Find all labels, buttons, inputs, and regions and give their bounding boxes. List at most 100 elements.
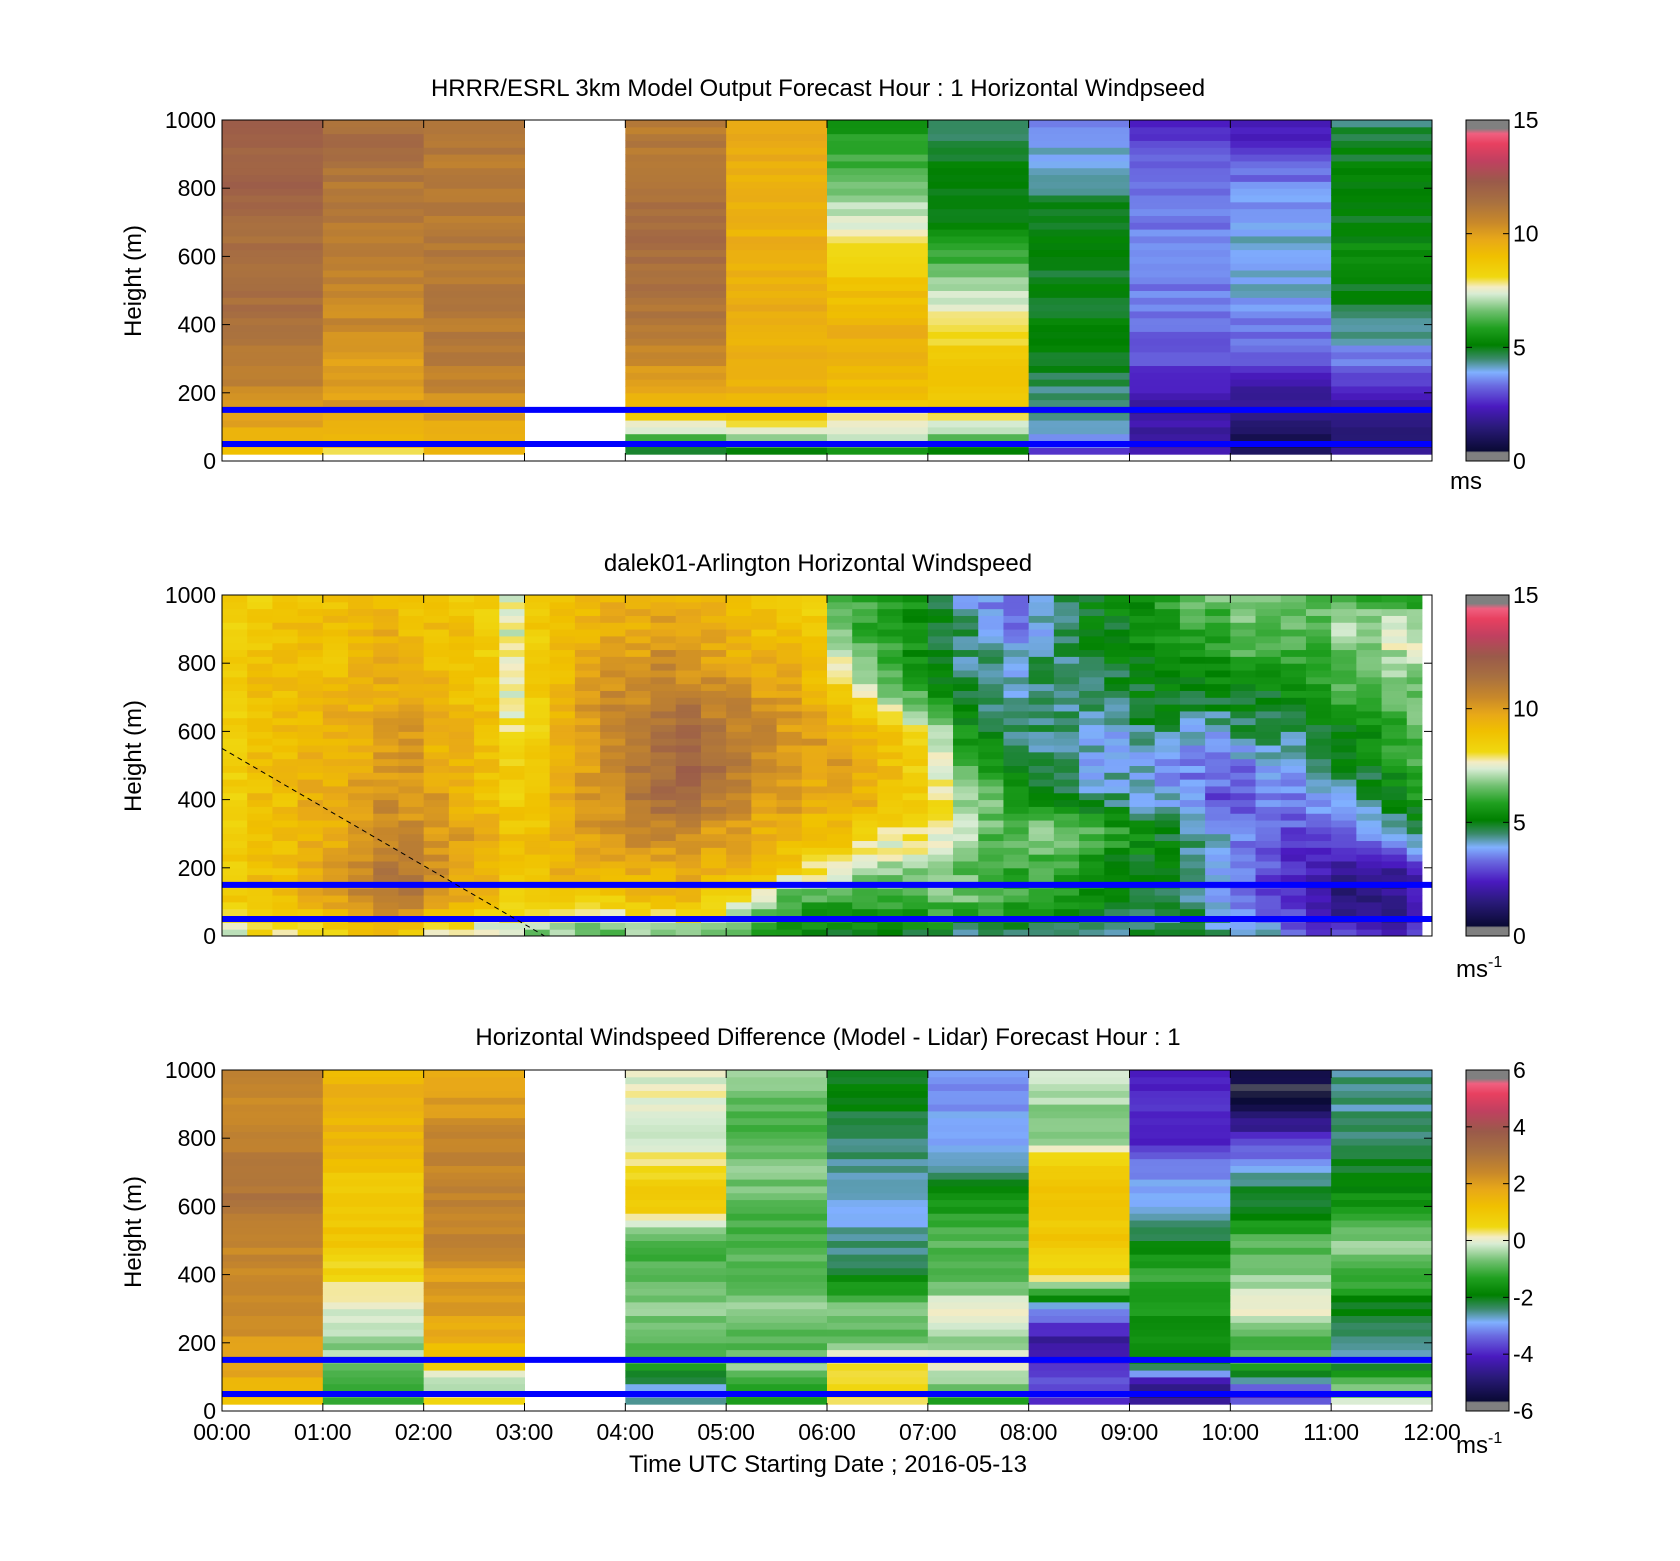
heatmap-cell xyxy=(600,751,626,760)
heatmap-cell xyxy=(1356,724,1383,732)
heatmap-cell xyxy=(1280,758,1307,766)
heatmap-cell xyxy=(1280,622,1307,630)
heatmap-cell xyxy=(827,154,929,162)
heatmap-cell xyxy=(222,751,248,760)
heatmap-cell xyxy=(373,833,399,842)
heatmap-cell xyxy=(222,765,248,773)
heatmap-cell xyxy=(625,242,727,251)
heatmap-cell xyxy=(1230,1097,1332,1105)
heatmap-cell xyxy=(1305,663,1332,671)
heatmap-cell xyxy=(600,772,626,780)
heatmap-cell xyxy=(827,908,853,917)
heatmap-cell xyxy=(474,717,500,726)
heatmap-cell xyxy=(574,860,601,869)
heatmap-cell xyxy=(222,195,324,203)
heatmap-cell xyxy=(927,1117,1030,1126)
heatmap-cell xyxy=(902,874,929,882)
heatmap-cell xyxy=(751,799,778,807)
heatmap-cell xyxy=(1028,1131,1130,1139)
heatmap-cell xyxy=(524,635,551,644)
heatmap-cell xyxy=(1230,1329,1332,1337)
heatmap-cell xyxy=(650,704,677,712)
heatmap-cell xyxy=(877,785,904,794)
heatmap-cell xyxy=(953,792,979,801)
heatmap-cell xyxy=(1028,351,1130,360)
heatmap-cell xyxy=(1104,622,1130,630)
heatmap-cell xyxy=(927,1172,1030,1180)
heatmap-cell xyxy=(297,929,324,937)
heatmap-cell xyxy=(600,745,626,753)
heatmap-cell xyxy=(1129,663,1156,671)
heatmap-cell xyxy=(625,1383,727,1392)
heatmap-plot xyxy=(221,594,1433,937)
heatmap-cell xyxy=(272,792,299,801)
heatmap-cell xyxy=(574,663,601,671)
heatmap-cell xyxy=(222,1267,324,1276)
heatmap-cell xyxy=(1129,167,1231,176)
heatmap-cell xyxy=(272,717,299,726)
heatmap-cell xyxy=(1028,1110,1130,1119)
heatmap-cell xyxy=(322,847,349,855)
heatmap-cell xyxy=(852,704,878,712)
heatmap-cell xyxy=(1079,840,1105,848)
heatmap-cell xyxy=(1331,697,1357,705)
heatmap-cell xyxy=(423,1397,525,1405)
heatmap-cell xyxy=(1205,860,1231,869)
heatmap-cell xyxy=(1179,785,1206,794)
heatmap-cell xyxy=(1129,595,1156,603)
heatmap-cell xyxy=(978,649,1004,657)
heatmap-cell xyxy=(423,304,525,312)
heatmap-cell xyxy=(1406,608,1423,616)
heatmap-cell xyxy=(1331,724,1357,732)
heatmap-cell xyxy=(1205,799,1231,807)
heatmap-cell xyxy=(499,601,525,610)
heatmap-cell xyxy=(776,847,803,855)
heatmap-cell xyxy=(474,710,500,719)
heatmap-cell xyxy=(927,1199,1030,1207)
heatmap-cell xyxy=(726,772,752,780)
heatmap-cell xyxy=(1104,901,1130,910)
heatmap-cell xyxy=(398,615,425,623)
heatmap-cell xyxy=(675,758,702,766)
heatmap-cell xyxy=(827,1070,929,1078)
heatmap-cell xyxy=(1230,195,1332,203)
heatmap-cell xyxy=(953,820,979,828)
heatmap-cell xyxy=(1028,1281,1130,1289)
heatmap-cell xyxy=(348,717,374,726)
heatmap-cell xyxy=(1154,792,1181,801)
heatmap-cell xyxy=(625,1240,727,1248)
heatmap-cell xyxy=(1104,670,1130,678)
heatmap-cell xyxy=(1129,683,1156,691)
heatmap-cell xyxy=(852,656,878,664)
heatmap-cell xyxy=(297,635,324,644)
heatmap-cell xyxy=(524,704,551,712)
heatmap-cell xyxy=(927,608,954,616)
heatmap-cell xyxy=(373,922,399,930)
heatmap-cell xyxy=(1053,840,1080,848)
heatmap-cell xyxy=(1079,676,1105,685)
heatmap-cell xyxy=(726,345,828,353)
heatmap-cell xyxy=(1305,888,1332,896)
heatmap-cell xyxy=(1305,601,1332,610)
heatmap-cell xyxy=(373,874,399,882)
heatmap-cell xyxy=(827,840,853,848)
heatmap-cell xyxy=(1331,1220,1433,1228)
heatmap-cell xyxy=(726,433,828,442)
heatmap-cell xyxy=(1356,670,1383,678)
heatmap-cell xyxy=(625,379,727,387)
heatmap-cell xyxy=(524,670,551,678)
heatmap-cell xyxy=(1205,785,1231,794)
heatmap-cell xyxy=(322,1172,425,1180)
heatmap-cell xyxy=(222,615,248,623)
heatmap-cell xyxy=(348,929,374,937)
heatmap-cell xyxy=(1255,649,1282,657)
heatmap-cell xyxy=(322,420,425,428)
heatmap-cell xyxy=(1406,642,1423,651)
heatmap-cell xyxy=(675,908,702,917)
colorbar-tick-label: 15 xyxy=(1513,107,1539,133)
heatmap-cell xyxy=(927,263,1030,271)
heatmap-cell xyxy=(222,249,324,257)
heatmap-cell xyxy=(549,908,576,917)
heatmap-cell xyxy=(222,297,324,305)
